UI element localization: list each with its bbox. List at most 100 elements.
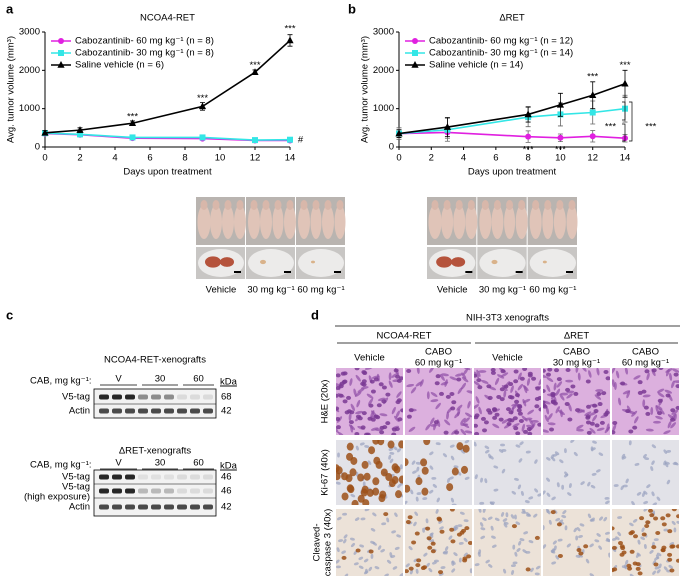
mouse [566, 205, 578, 239]
stained-cell [639, 516, 645, 521]
stained-cell [372, 477, 380, 486]
nucleus [510, 564, 516, 568]
nucleus [596, 368, 600, 376]
annotation: *** [284, 23, 295, 34]
nucleus [482, 517, 487, 521]
nucleus [442, 453, 447, 458]
stained-cell [594, 423, 600, 428]
nucleus [380, 549, 385, 553]
nucleus [448, 535, 453, 540]
bracket [629, 101, 633, 142]
nucleus [342, 512, 348, 516]
legend-marker [57, 61, 65, 68]
nucleus [523, 531, 529, 535]
stained-cell [382, 425, 388, 430]
band [177, 488, 187, 494]
nucleus [432, 484, 437, 488]
band [164, 474, 174, 480]
stained-cell [557, 553, 563, 558]
stained-cell [373, 414, 379, 419]
nucleus [576, 527, 581, 532]
stained-cell [657, 398, 663, 403]
nucleus [389, 458, 394, 464]
nucleus [502, 518, 508, 522]
nucleus [625, 559, 629, 565]
nucleus [388, 372, 392, 381]
nucleus [528, 540, 534, 544]
stained-cell [508, 410, 514, 415]
nucleus [364, 368, 373, 370]
nucleus [636, 552, 641, 557]
nucleus [652, 420, 661, 424]
nucleus [617, 531, 622, 537]
scale-bar [334, 271, 341, 273]
nucleus [581, 368, 587, 372]
stained-cell [665, 513, 671, 518]
nucleus [606, 423, 610, 432]
stained-cell [644, 523, 650, 528]
group-label: V [115, 458, 122, 469]
nucleus [388, 447, 394, 451]
legend-marker [58, 38, 64, 44]
blot-title: NCOA4-RET-xenografts [104, 355, 206, 366]
series-line [398, 82, 626, 135]
tumor [451, 257, 466, 267]
stained-cell [645, 411, 651, 416]
nucleus [348, 412, 352, 421]
stained-cell [405, 484, 411, 493]
stained-cell [508, 382, 514, 387]
band [151, 504, 161, 510]
x-tick-label: 2 [77, 153, 82, 164]
nucleus [419, 379, 424, 387]
nucleus [338, 539, 344, 543]
stained-cell [564, 401, 570, 406]
nucleus [476, 369, 481, 377]
photo-label: 30 mg kg⁻¹ [479, 285, 526, 296]
nucleus [561, 514, 567, 519]
stained-cell [515, 431, 521, 435]
panel-label: c [6, 307, 13, 322]
tissue-texture [406, 368, 472, 435]
tumor [205, 256, 221, 268]
mouse-head [224, 200, 232, 210]
nucleus [449, 476, 454, 480]
stained-cell [355, 548, 361, 553]
nucleus [478, 406, 482, 415]
stained-cell [365, 432, 371, 435]
stained-cell [456, 532, 462, 537]
nucleus [359, 442, 365, 446]
band [177, 474, 187, 480]
histology-title: NIH-3T3 xenografts [466, 313, 549, 324]
nucleus [671, 380, 675, 389]
nucleus [575, 368, 579, 373]
legend-label: Cabozantinib- 30 mg kg⁻¹ (n = 14) [429, 48, 573, 59]
stained-cell [675, 384, 679, 389]
stained-cell [416, 558, 422, 563]
tumor [436, 256, 453, 268]
nucleus [633, 375, 641, 380]
stained-cell [589, 421, 595, 426]
nucleus [537, 493, 541, 497]
annotation: *** [587, 72, 598, 83]
nucleus [545, 406, 550, 415]
stained-cell [435, 374, 441, 379]
tissue-texture [543, 368, 610, 435]
y-tick-label: 1000 [19, 103, 40, 114]
stained-cell [641, 532, 647, 537]
nucleus [358, 556, 364, 560]
nucleus [492, 423, 500, 429]
nucleus [599, 516, 604, 521]
nucleus [517, 383, 524, 391]
nucleus [489, 501, 494, 505]
stained-cell [661, 545, 667, 550]
stained-cell [363, 472, 371, 481]
nucleus [642, 394, 651, 398]
stained-cell [423, 440, 431, 446]
stained-cell [618, 541, 624, 546]
nucleus [590, 446, 594, 452]
marker [443, 123, 452, 130]
nucleus [393, 446, 398, 451]
stained-cell [637, 380, 643, 385]
nucleus [435, 509, 439, 514]
nucleus [485, 559, 490, 564]
